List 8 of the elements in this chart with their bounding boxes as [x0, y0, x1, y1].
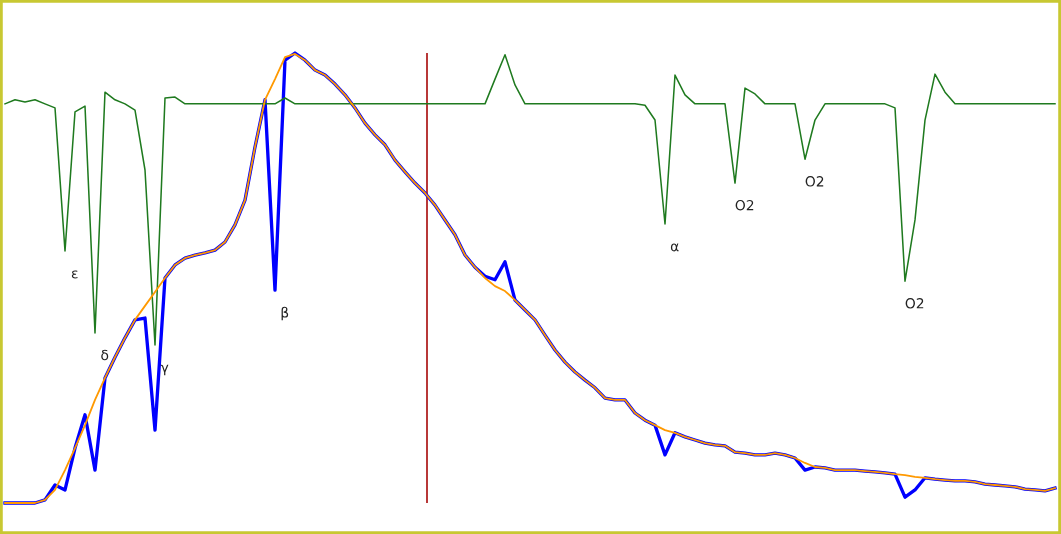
annotation: O2 — [735, 199, 754, 211]
annotation: γ — [160, 364, 169, 376]
annotation: O2 — [805, 176, 824, 187]
annotation: O2 — [905, 298, 924, 309]
annotation: δ — [101, 349, 109, 361]
annotation: β — [281, 306, 289, 321]
annotation: ε — [71, 270, 78, 279]
annotation: α — [670, 243, 679, 252]
